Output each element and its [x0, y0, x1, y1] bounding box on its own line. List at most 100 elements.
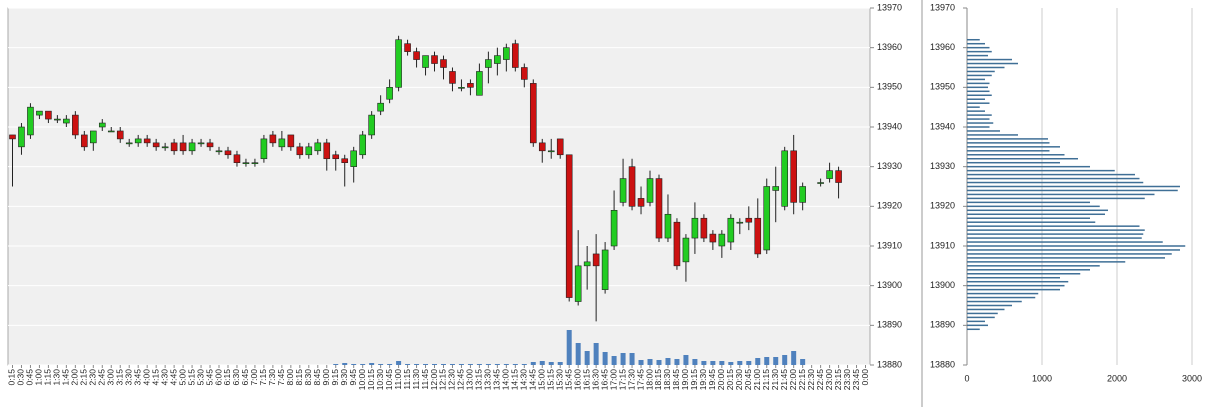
volume-bar [629, 353, 635, 365]
profile-bar [967, 165, 1090, 168]
profile-bar [967, 157, 1078, 160]
x-tick-label: 23:00 [824, 369, 834, 391]
volume-bar [521, 364, 527, 365]
x-tick-label: 5:15 [186, 369, 196, 386]
x-tick-label: 2000 [1107, 373, 1127, 383]
volume-bar [620, 353, 626, 365]
candle-body [341, 158, 349, 164]
x-tick-label: 10:45 [384, 369, 394, 391]
profile-bar [967, 169, 1115, 172]
profile-bar [967, 257, 1165, 259]
candle-body [610, 210, 618, 247]
x-tick-label: 14:00 [501, 369, 511, 391]
volume-bar [351, 364, 357, 365]
candle-body [224, 150, 232, 156]
x-tick-label: 6:00 [213, 369, 223, 386]
profile-bar [967, 82, 990, 85]
candle-body [404, 43, 411, 52]
volume-bar [405, 364, 411, 365]
volume-bar [728, 362, 734, 365]
x-tick-label: 11:15 [402, 369, 412, 390]
x-tick-label: 13:00 [465, 369, 475, 391]
profile-bar [967, 229, 1145, 231]
x-tick-label: 14:30 [519, 369, 529, 391]
x-tick-label: 6:30 [231, 369, 241, 386]
x-tick-label: 3:00 [106, 369, 116, 386]
candle-body [413, 51, 420, 60]
x-tick-label: 9:45 [348, 369, 358, 386]
profile-bar [967, 292, 1039, 295]
candle-body [745, 217, 753, 223]
x-tick-label: 12:15 [438, 369, 448, 391]
profile-bar [967, 217, 1090, 219]
profile-bar [967, 134, 1018, 136]
candle-body [422, 55, 429, 68]
x-tick-label: 18:30 [662, 369, 672, 391]
profile-bar [967, 233, 1144, 235]
candle-body [368, 114, 375, 136]
volume-bar [423, 364, 429, 365]
volume-bar [746, 361, 752, 365]
volume-bar [755, 358, 761, 365]
candle-body [485, 59, 492, 68]
volume-bar [782, 355, 788, 365]
profile-bar [967, 102, 990, 104]
candle-body [179, 142, 187, 152]
x-tick-label: 19:15 [689, 369, 699, 391]
volume-bar [674, 359, 680, 365]
x-tick-label: 9:00 [321, 369, 331, 386]
candle-body [125, 142, 133, 145]
profile-bar [967, 185, 1180, 188]
volume-bar [656, 360, 662, 365]
volume-bar [449, 364, 455, 365]
candle-body [512, 43, 519, 68]
candle-body [45, 110, 52, 120]
x-tick-label: 14:45 [528, 369, 538, 391]
candle-body [332, 154, 340, 160]
x-tick-label: 0:00 [860, 369, 870, 386]
x-tick-label: 7:45 [276, 369, 286, 386]
profile-bar [967, 296, 1036, 299]
profile-bar [967, 300, 1022, 303]
candle-body [619, 178, 627, 203]
x-tick-label: 23:45 [851, 369, 861, 391]
x-tick-label: 0:45 [25, 369, 35, 386]
x-tick-label: 18:45 [671, 369, 681, 391]
candle-body [431, 55, 438, 64]
x-tick-label: 14:15 [510, 369, 520, 391]
profile-bar [967, 253, 1172, 255]
profile-bar [967, 138, 1048, 140]
x-tick-label: 5:45 [204, 369, 214, 386]
x-tick-label: 13:30 [483, 369, 493, 391]
candle-body [494, 55, 501, 64]
x-tick-label: 20:00 [716, 369, 726, 391]
x-tick-label: 22:30 [806, 369, 816, 391]
candle-body [826, 170, 833, 179]
x-tick-label: 11:30 [411, 369, 421, 390]
profile-bar [967, 221, 1096, 223]
volume-bar [342, 363, 348, 365]
candle-body [90, 130, 97, 144]
x-tick-label: 2:00 [70, 369, 80, 386]
y-tick-label: 13930 [877, 161, 902, 171]
candle-body [467, 83, 474, 88]
x-tick-label: 19:30 [698, 369, 708, 391]
candle-body [287, 134, 295, 148]
x-tick-label: 20:15 [725, 369, 735, 391]
x-tick-label: 21:15 [761, 369, 771, 391]
y-tick-label: 13940 [930, 121, 955, 131]
profile-bar [967, 54, 988, 57]
volume-bar [467, 364, 473, 365]
x-tick-label: 13:15 [474, 369, 484, 391]
volume-bar [378, 364, 384, 365]
x-tick-label: 1:00 [34, 369, 44, 386]
profile-bar [967, 58, 1012, 61]
candle-body [27, 106, 34, 136]
volume-bar [512, 364, 518, 365]
volume-bar [593, 343, 599, 365]
x-tick-label: 22:45 [815, 369, 825, 391]
profile-bar [967, 265, 1100, 267]
candle-body [628, 166, 636, 207]
volume-bar [485, 364, 491, 365]
